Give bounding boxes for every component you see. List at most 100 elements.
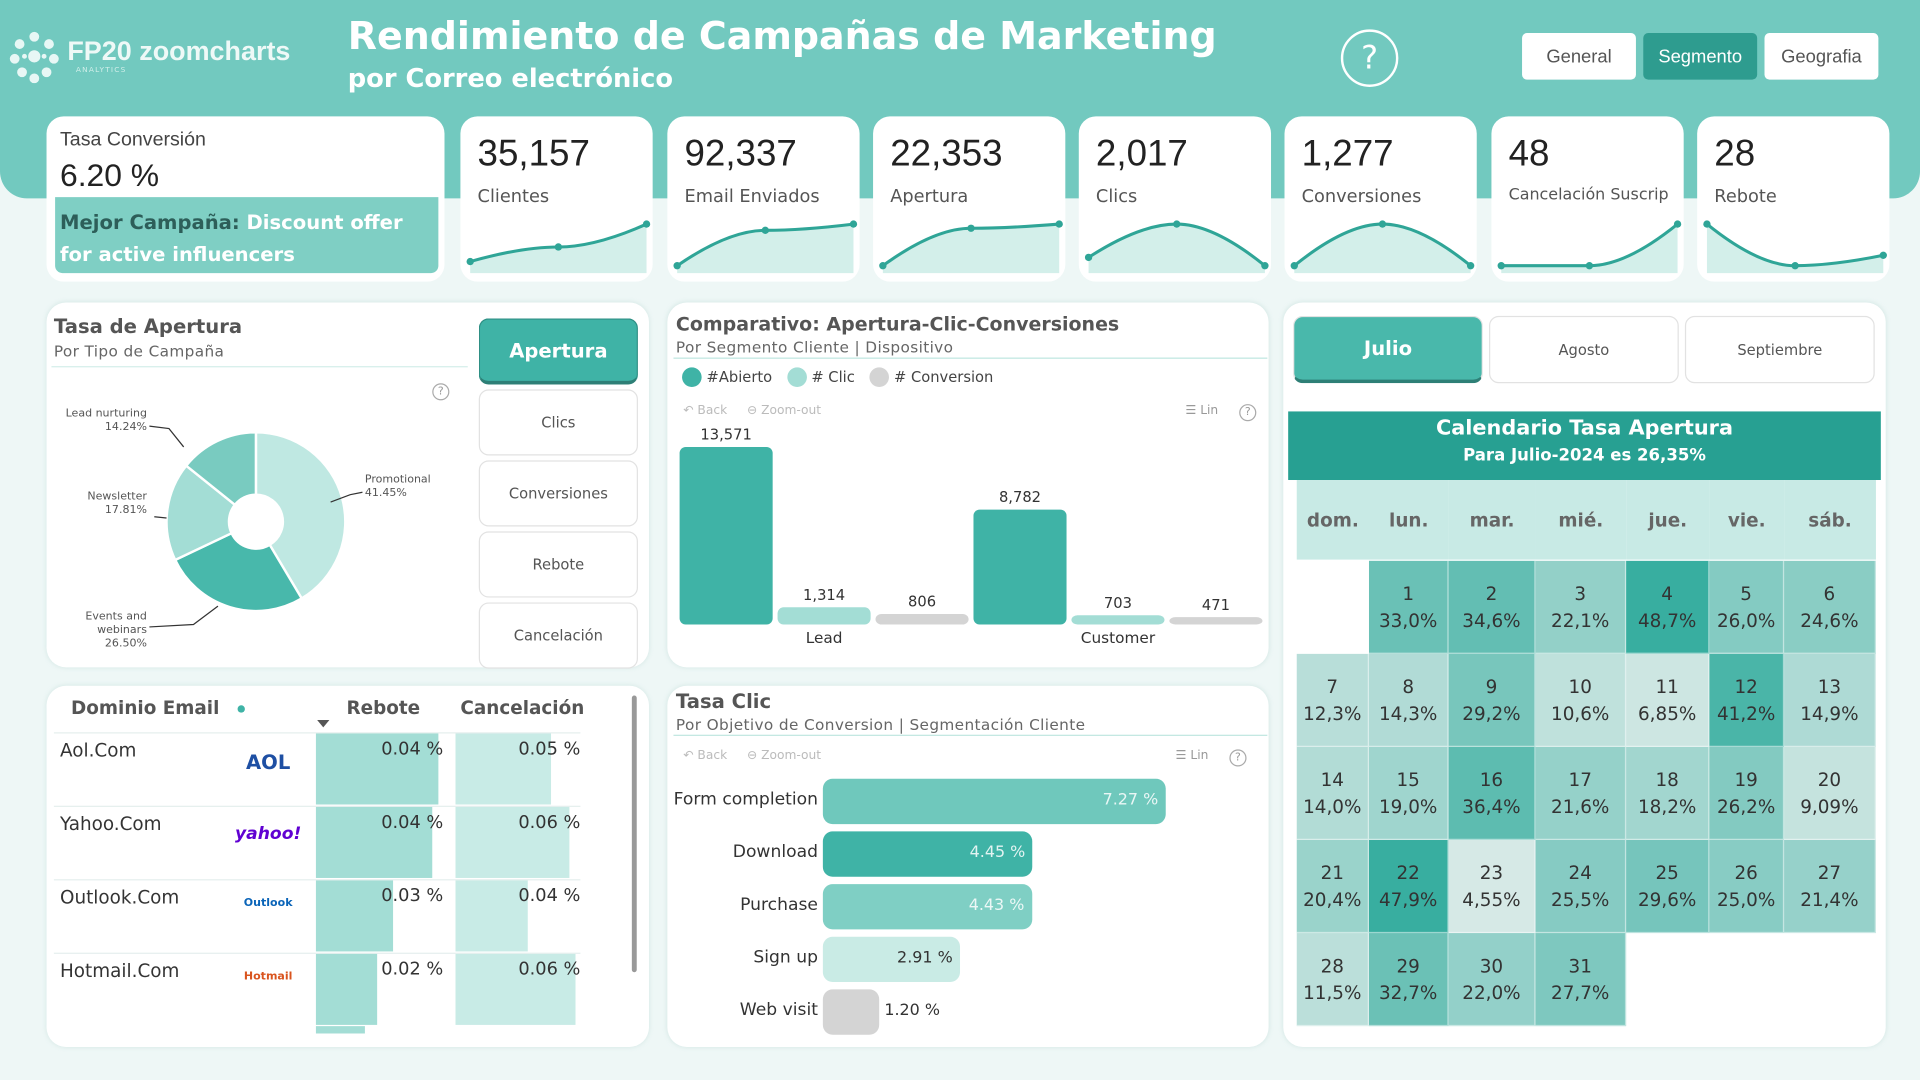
cancel-bar — [455, 880, 528, 952]
calendar-day[interactable]: 17 21,6% — [1535, 746, 1627, 841]
conversion-card: Tasa Conversión 6.20 % Mejor Campaña: Di… — [46, 116, 445, 282]
col-header-rebote[interactable]: Rebote — [346, 696, 421, 719]
calendar-day[interactable]: 7 12,3% — [1296, 653, 1369, 747]
calendar-day[interactable]: 29 32,7% — [1368, 933, 1449, 1027]
calendar-header: Calendario Tasa Apertura Para Julio-2024… — [1288, 411, 1881, 481]
status-dot — [237, 705, 245, 713]
metric-button-0[interactable]: Apertura — [478, 318, 638, 385]
table-row[interactable]: Yahoo.Com yahoo! 0.04 % 0.06 % — [53, 805, 581, 879]
metric-button-2[interactable]: Conversiones — [478, 460, 638, 527]
hbar[interactable] — [822, 831, 1033, 877]
legend-item[interactable]: # Clic — [786, 367, 855, 387]
calendar-day[interactable]: 15 19,0% — [1368, 746, 1449, 841]
back-button[interactable]: ↶ Back — [683, 404, 728, 418]
nav-general-button[interactable]: General — [1522, 33, 1636, 80]
legend-item[interactable]: #Abierto — [682, 367, 772, 387]
metric-button-4[interactable]: Cancelación — [478, 602, 638, 669]
calendar-day[interactable]: 1 33,0% — [1368, 560, 1449, 654]
col-header-cancelacion[interactable]: Cancelación — [460, 696, 585, 719]
calendar-day[interactable]: 27 21,4% — [1784, 840, 1876, 934]
table-scrollbar[interactable] — [631, 695, 637, 973]
calendar-day[interactable]: 12 41,2% — [1709, 653, 1785, 747]
domain-logo-icon: yahoo! — [234, 824, 302, 844]
sparkline-point — [466, 257, 474, 266]
help-icon[interactable]: ? — [1229, 749, 1247, 767]
day-open-rate: 22,0% — [1462, 981, 1521, 1004]
calendar-day[interactable]: 3 22,1% — [1535, 560, 1627, 654]
zoom-out-button[interactable]: ⊖ Zoom-out — [746, 404, 822, 418]
weekday-header: dom. — [1296, 480, 1369, 560]
donut-label: 17.81% — [105, 503, 147, 516]
calendar-day[interactable]: 28 11,5% — [1296, 933, 1369, 1027]
metric-button-1[interactable]: Clics — [478, 389, 638, 456]
day-number: 19 — [1734, 768, 1758, 791]
calendar-day[interactable]: 21 20,4% — [1296, 840, 1369, 934]
donut-label: Promotional — [365, 472, 431, 485]
calendar-day[interactable]: 14 14,0% — [1296, 746, 1369, 841]
back-button[interactable]: ↶ Back — [683, 749, 728, 763]
legend-item[interactable]: # Conversion — [869, 367, 994, 387]
calendar-day[interactable]: 16 36,4% — [1448, 746, 1536, 841]
day-number: 26 — [1734, 861, 1758, 884]
question-circle-icon[interactable]: ? — [1340, 29, 1399, 87]
sparkline-area — [1501, 224, 1678, 274]
hbar[interactable] — [822, 936, 961, 983]
kpi-value: 48 — [1508, 133, 1550, 174]
calendar-day[interactable]: 4 48,7% — [1626, 560, 1710, 654]
calendar-day[interactable]: 5 26,0% — [1709, 560, 1785, 654]
hbar[interactable] — [822, 884, 1032, 930]
kpi-card: 2,017 Clics — [1078, 116, 1272, 282]
hbar[interactable] — [822, 778, 1166, 825]
rebote-value: 0.04 % — [381, 739, 444, 760]
table-row[interactable]: Hotmail.Com Hotmail 0.02 % 0.06 % — [53, 952, 581, 1026]
day-open-rate: 4,55% — [1462, 888, 1521, 911]
calendar-day[interactable]: 19 26,2% — [1709, 746, 1785, 841]
sort-desc-icon[interactable] — [317, 720, 330, 733]
legend-label: # Conversion — [893, 368, 994, 386]
calendar-day[interactable]: 13 14,9% — [1784, 653, 1876, 747]
zoom-out-button[interactable]: ⊖ Zoom-out — [746, 749, 822, 763]
linear-scale-button[interactable]: ☰ Lin — [1175, 749, 1209, 763]
calendar-day[interactable]: 31 27,7% — [1535, 933, 1627, 1027]
legend-label: #Abierto — [706, 368, 773, 386]
sparkline-point — [1879, 251, 1887, 259]
kpi-label: Rebote — [1714, 187, 1777, 207]
calendar-day[interactable]: 11 6,85% — [1626, 653, 1710, 747]
calendar-day[interactable]: 9 29,2% — [1448, 653, 1536, 747]
calendar-day[interactable]: 23 4,55% — [1448, 840, 1536, 934]
best-campaign-box: Mejor Campaña: Discount offer for active… — [55, 197, 439, 274]
calendar-day[interactable]: 30 22,0% — [1448, 933, 1536, 1027]
calendar-day[interactable]: 22 47,9% — [1368, 840, 1449, 934]
calendar-day[interactable]: 10 10,6% — [1535, 653, 1627, 747]
table-row[interactable]: Aol.Com AOL 0.04 % 0.05 % — [53, 732, 581, 805]
hbar[interactable] — [822, 989, 880, 1035]
calendar-day[interactable]: 26 25,0% — [1709, 840, 1785, 934]
nav-segmento-button[interactable]: Segmento — [1643, 33, 1758, 80]
calendar-day[interactable]: 2 34,6% — [1448, 560, 1536, 654]
leader-line — [149, 605, 219, 628]
day-open-rate: 22,1% — [1551, 609, 1610, 632]
nav-geografia-button[interactable]: Geografia — [1764, 33, 1879, 80]
calendar-day[interactable]: 20 9,09% — [1784, 746, 1876, 841]
help-icon[interactable]: ? — [1239, 404, 1257, 422]
linear-scale-button[interactable]: ☰ Lin — [1185, 404, 1219, 418]
day-open-rate: 21,6% — [1551, 795, 1610, 818]
sparkline-point — [879, 262, 887, 270]
table-row[interactable]: Outlook.Com Outlook 0.03 % 0.04 % — [53, 879, 581, 952]
help-icon[interactable]: ? — [432, 383, 450, 401]
col-header-domain[interactable]: Dominio Email — [71, 696, 220, 719]
calendar-day[interactable]: 24 25,5% — [1535, 840, 1627, 934]
calendar-day[interactable]: 18 18,2% — [1626, 746, 1710, 841]
hbar-category: Download — [732, 842, 818, 863]
month-agosto-button[interactable]: Agosto — [1488, 315, 1679, 384]
metric-button-3[interactable]: Rebote — [478, 531, 638, 598]
bar-lead-2 — [875, 613, 969, 625]
calendar-day[interactable]: 8 14,3% — [1368, 653, 1449, 747]
calendar-day[interactable]: 25 29,6% — [1626, 840, 1710, 934]
cancel-value: 0.05 % — [518, 739, 581, 760]
donut-label: 26.50% — [105, 637, 147, 650]
month-julio-button[interactable]: Julio — [1293, 315, 1483, 384]
calendar-day[interactable]: 6 24,6% — [1784, 560, 1876, 654]
month-septiembre-button[interactable]: Septiembre — [1684, 315, 1875, 384]
hbar-category: Sign up — [753, 947, 818, 968]
